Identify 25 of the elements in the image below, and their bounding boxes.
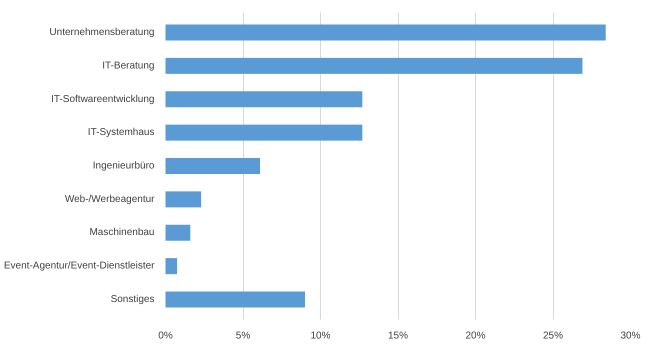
bar — [166, 158, 260, 174]
y-tick-label: Ingenieurbüro — [92, 160, 155, 172]
y-tick-label: Web-/Werbeagentur — [64, 194, 156, 205]
x-tick-label: 0% — [158, 330, 173, 342]
bar — [166, 91, 362, 108]
bar — [166, 224, 190, 241]
bar — [166, 191, 202, 208]
x-tick-label: 10% — [310, 330, 331, 342]
bar — [166, 24, 606, 41]
x-tick-label: 20% — [465, 330, 486, 342]
y-tick-label: Maschinenbau — [89, 227, 155, 238]
y-tick-label: Event-Agentur/Event-Dienstleister — [4, 260, 156, 272]
y-tick-label: Sonstiges — [110, 294, 155, 305]
bar — [166, 124, 362, 141]
x-tick-label: 15% — [388, 330, 408, 342]
y-tick-label: IT-Softwareentwicklung — [51, 94, 155, 105]
y-tick-label: Unternehmensberatung — [49, 27, 155, 38]
bar — [166, 258, 178, 274]
bar — [166, 291, 305, 308]
y-tick-label: IT-Systemhaus — [88, 127, 155, 138]
x-tick-label: 25% — [542, 330, 564, 342]
x-tick-label: 30% — [620, 330, 641, 342]
y-tick-label: IT-Beratung — [102, 60, 155, 72]
x-tick-label: 5% — [236, 330, 250, 342]
bar — [166, 58, 582, 74]
